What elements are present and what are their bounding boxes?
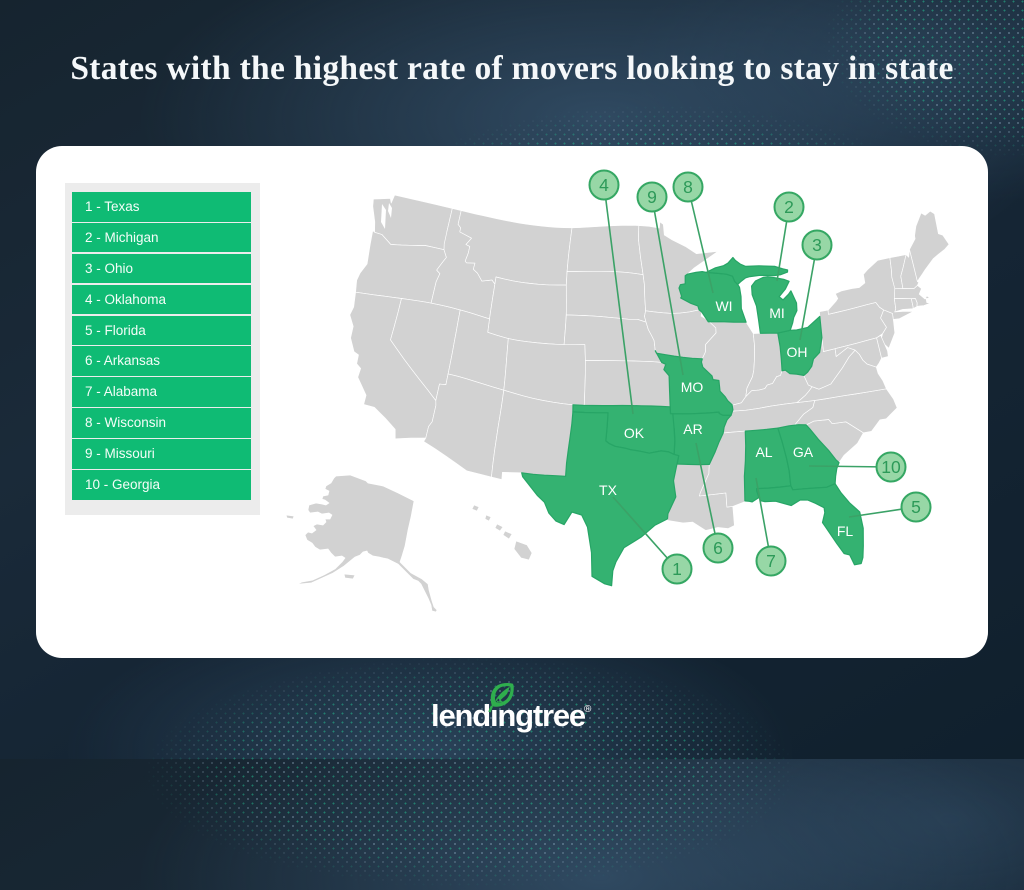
svg-text:®: ® [584,704,592,715]
svg-text:OH: OH [787,344,808,360]
svg-text:8: 8 [683,177,693,197]
svg-text:AR: AR [683,421,702,437]
svg-text:7: 7 [766,551,776,571]
svg-text:9: 9 [647,187,657,207]
svg-text:6: 6 [713,538,723,558]
svg-text:FL: FL [837,523,854,539]
svg-text:5: 5 [911,497,921,517]
svg-text:10: 10 [881,457,901,477]
svg-text:AL: AL [755,444,772,460]
svg-text:MI: MI [769,305,785,321]
svg-text:3: 3 [812,235,822,255]
svg-text:TX: TX [599,482,618,498]
svg-text:4: 4 [599,175,609,195]
svg-text:WI: WI [715,298,732,314]
svg-text:GA: GA [793,444,814,460]
svg-text:lendıngtree: lendıngtree [431,698,586,733]
svg-text:MO: MO [681,379,704,395]
svg-text:OK: OK [624,425,645,441]
svg-text:1: 1 [672,559,682,579]
svg-text:2: 2 [784,197,794,217]
